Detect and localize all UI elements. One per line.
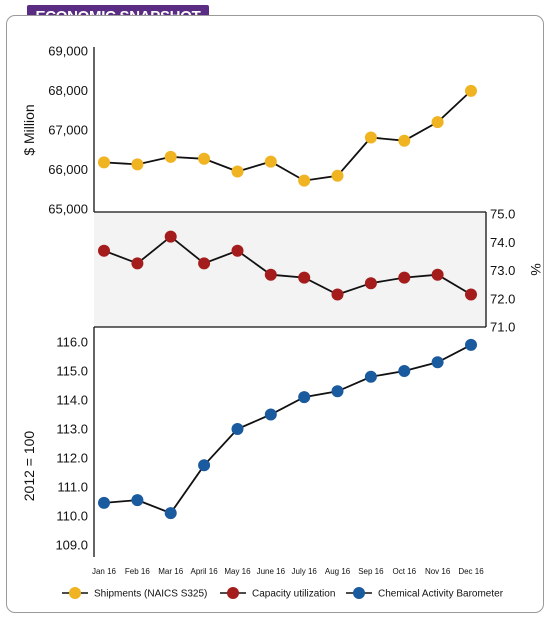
x-tick-label: Jan 16 [92,567,117,576]
y-axis-title: 2012 = 100 [21,431,37,502]
data-point [431,268,444,281]
legend-label: Shipments (NAICS S325) [94,589,207,600]
y-tick-label: 72.0 [490,291,515,306]
y-tick-label: 113.0 [56,422,88,437]
data-point [398,134,411,147]
data-point [465,84,477,97]
legend-marker [227,587,239,599]
data-point [164,230,177,243]
data-point [465,338,477,351]
data-point [231,165,244,178]
data-point [431,116,444,129]
y-axis-title: % [528,263,544,275]
y-tick-label: 67,000 [48,123,88,138]
y-tick-label: 109.0 [55,538,88,553]
y-tick-label: 75.0 [490,207,515,222]
data-point [331,169,344,182]
data-point [131,494,144,507]
y-tick-label: 65,000 [48,202,88,217]
data-point [164,507,177,520]
x-tick-label: Nov 16 [425,567,451,576]
data-point [98,496,110,509]
data-point [131,257,144,270]
data-point [331,385,344,398]
data-point [264,155,277,168]
data-point [398,365,411,377]
data-point [431,356,444,369]
y-tick-label: 73.0 [490,263,515,278]
data-point [198,152,211,165]
legend-label: Capacity utilization [252,589,335,600]
panel-capacity-bg [94,212,486,327]
data-point [98,156,110,169]
data-point [264,408,277,421]
x-tick-label: Feb 16 [125,567,150,576]
y-axis-title: $ Million [21,104,37,155]
data-point [131,158,144,171]
x-tick-label: Dec 16 [458,567,484,576]
y-tick-label: 71.0 [490,320,515,335]
x-tick-label: June 16 [257,567,286,576]
data-point [298,174,311,187]
data-point [198,257,211,270]
y-tick-label: 69,000 [48,44,88,59]
x-tick-label: July 16 [292,567,318,576]
data-point [465,288,477,301]
data-point [98,244,110,257]
x-tick-label: May 16 [224,567,251,576]
legend-marker [353,587,365,599]
data-point [364,131,377,144]
y-tick-label: 114.0 [56,393,88,408]
data-point [231,244,244,257]
x-tick-label: April 16 [191,567,219,576]
y-tick-label: 112.0 [56,451,88,466]
y-tick-label: 115.0 [56,364,88,379]
x-tick-label: Sep 16 [358,567,384,576]
x-tick-label: Oct 16 [392,567,416,576]
panel-shipments-bg [94,47,486,212]
panel-barometer-bg [94,327,486,557]
y-tick-label: 111.0 [57,480,88,495]
data-point [231,423,244,435]
y-tick-label: 66,000 [48,162,88,177]
x-tick-label: Mar 16 [158,567,183,576]
legend-label: Chemical Activity Barometer [378,589,504,600]
data-point [364,277,377,290]
data-point [364,370,377,383]
data-point [164,150,177,163]
data-point [298,271,311,284]
y-tick-label: 74.0 [490,235,515,250]
data-point [298,391,311,404]
y-tick-label: 110.0 [56,509,88,524]
y-tick-label: 116.0 [56,335,88,350]
data-point [198,459,211,472]
data-point [398,271,411,284]
data-point [264,268,277,281]
legend-marker [69,587,81,599]
data-point [331,288,344,301]
y-tick-label: 68,000 [48,83,88,98]
x-tick-label: Aug 16 [325,567,351,576]
